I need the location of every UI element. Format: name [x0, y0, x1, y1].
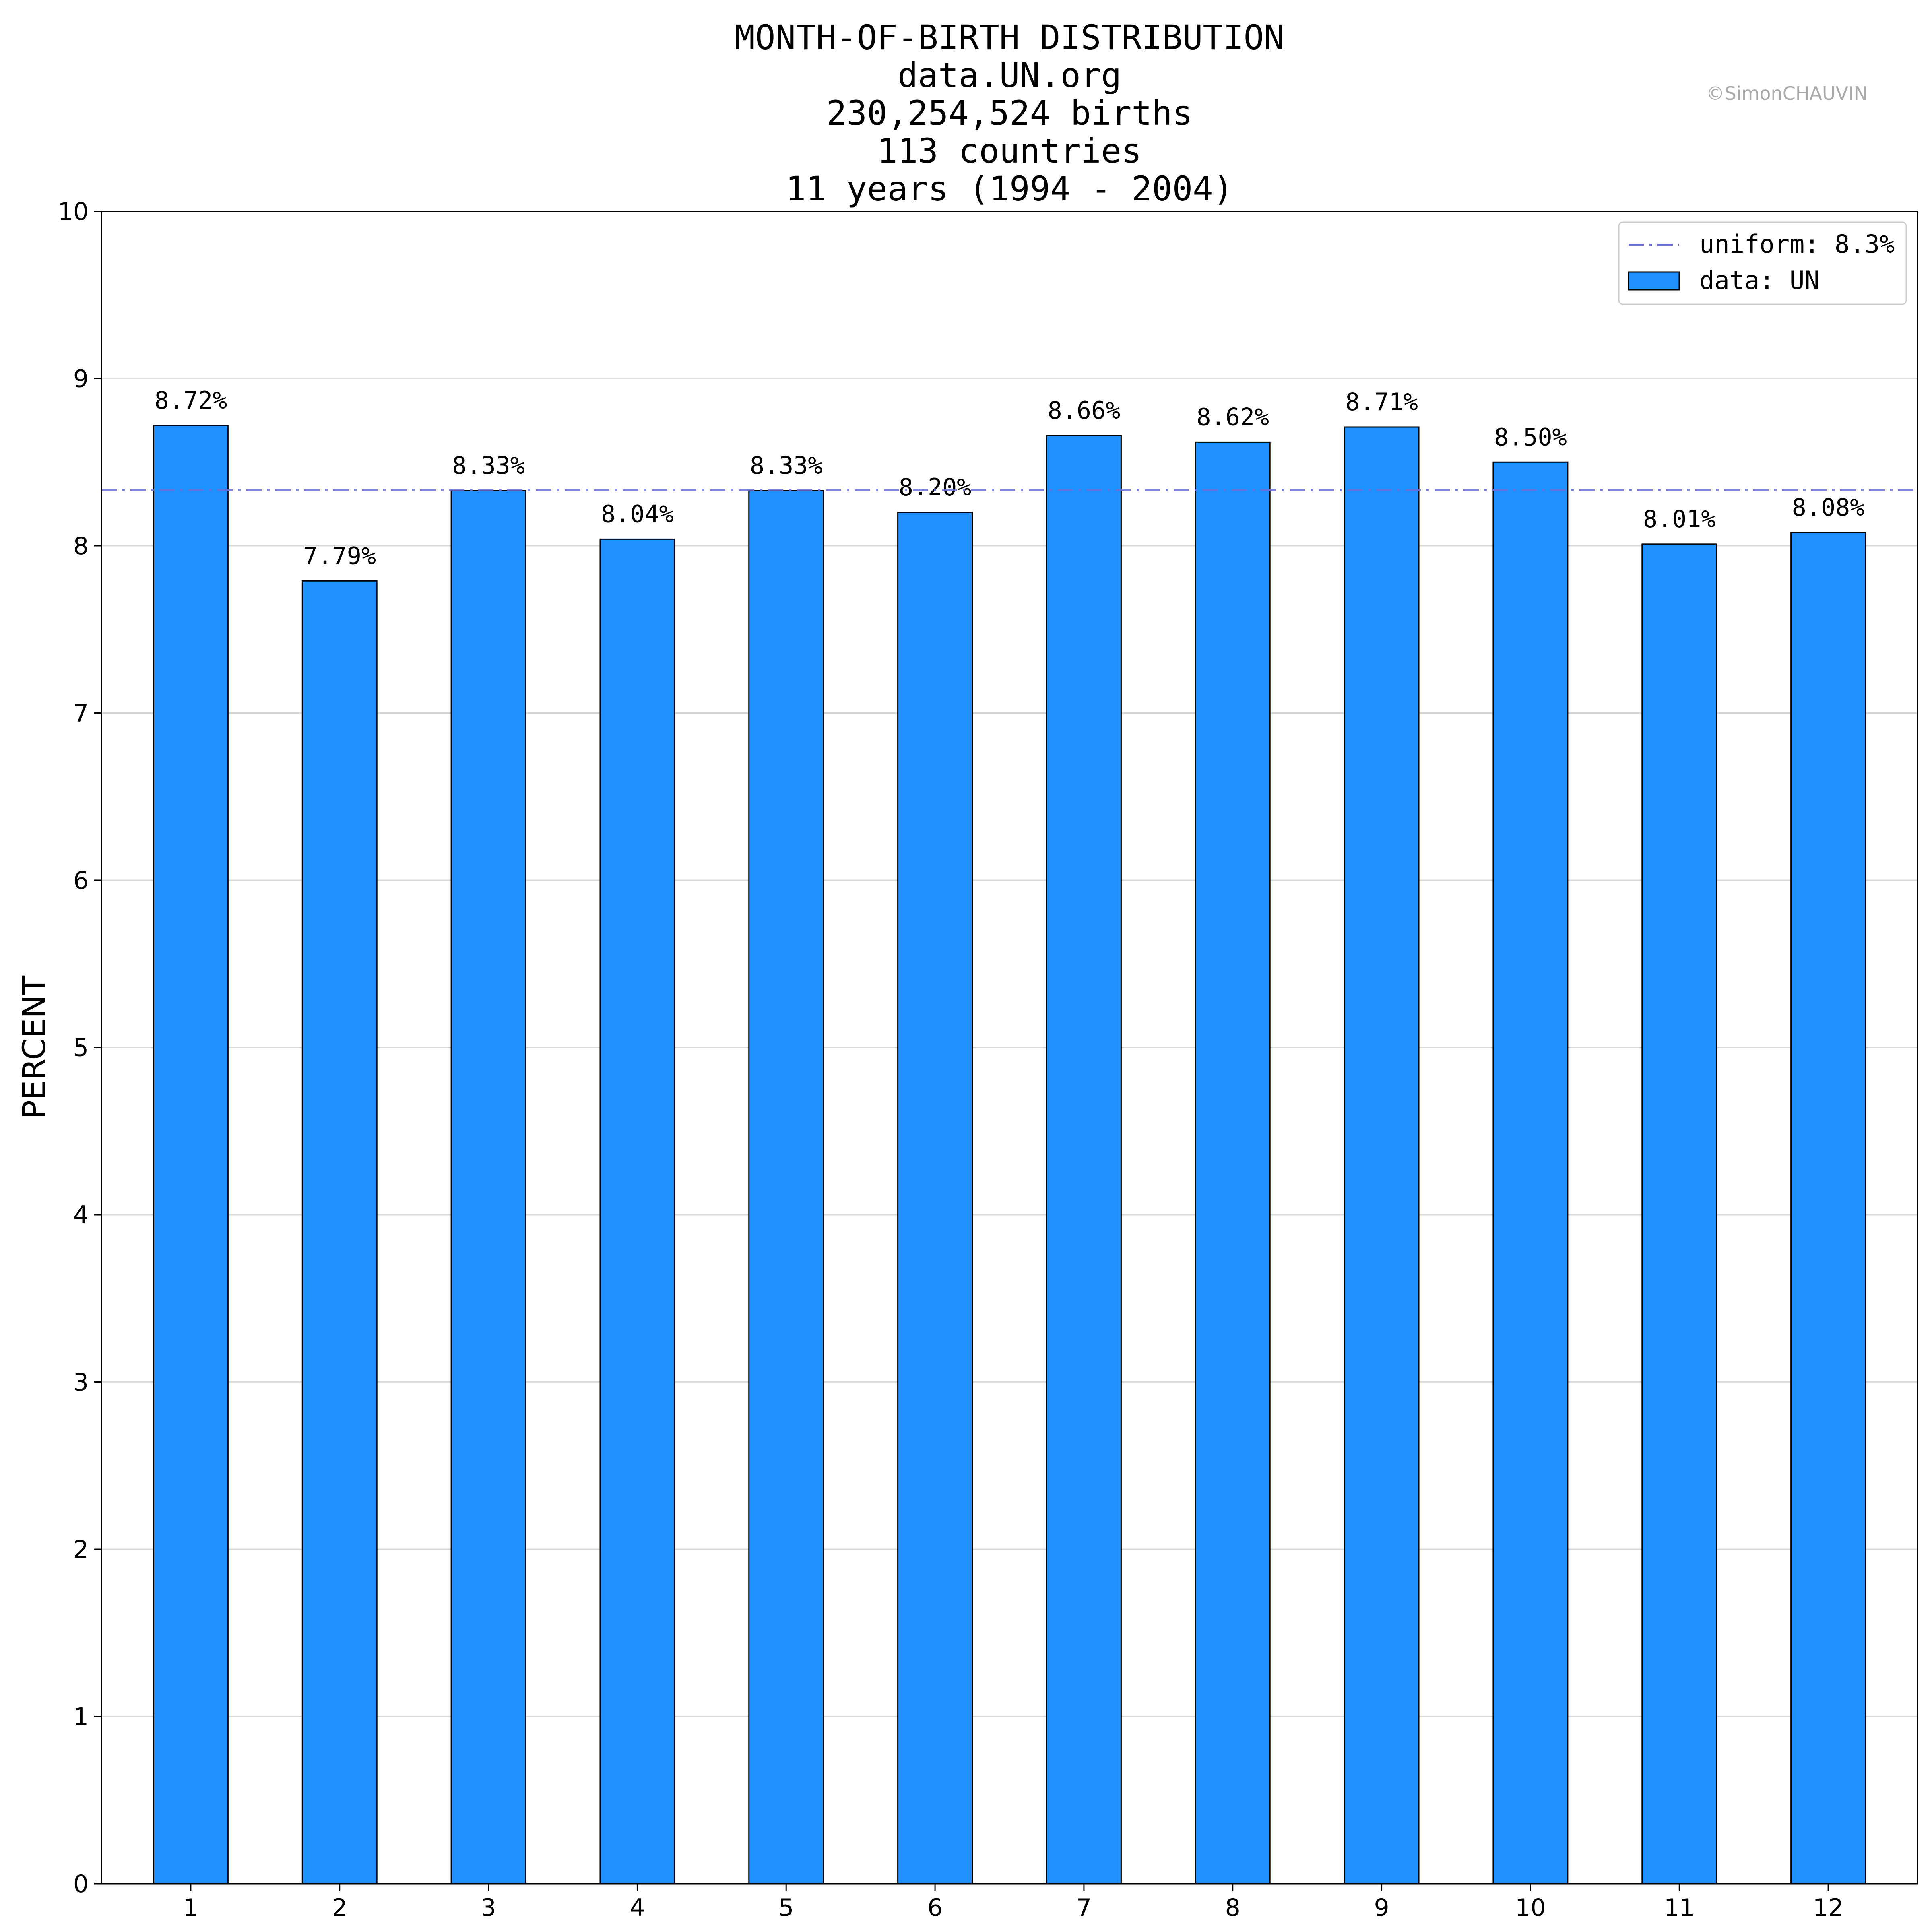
x-tick-label-2: 2: [332, 1894, 347, 1922]
legend-box: [1618, 221, 1907, 305]
bar-label-month-9: 8.71%: [1345, 388, 1418, 416]
y-tick-label-8: 8: [73, 532, 89, 560]
x-tick-label-12: 12: [1813, 1894, 1843, 1922]
gridlines: [101, 378, 1918, 1717]
legend-data-swatch: [1628, 271, 1680, 291]
y-tick-label-9: 9: [73, 365, 89, 393]
x-tick-label-4: 4: [630, 1894, 645, 1922]
bar-month-1: [153, 425, 229, 1885]
y-tick-label-6: 6: [73, 867, 89, 895]
watermark-text: ©SimonCHAUVIN: [1706, 83, 1868, 104]
bar-month-4: [599, 538, 675, 1885]
x-tick-label-11: 11: [1664, 1894, 1695, 1922]
bar-label-month-2: 7.79%: [303, 542, 376, 570]
title-line-5: 11 years (1994 - 2004): [786, 169, 1234, 208]
bars: [153, 425, 1866, 1885]
bar-month-8: [1195, 441, 1271, 1885]
y-tick-label-2: 2: [73, 1536, 89, 1564]
bar-label-month-3: 8.33%: [452, 452, 525, 480]
y-axis-label: PERCENT: [17, 975, 53, 1119]
title-line-4: 113 countries: [877, 131, 1141, 171]
bar-month-12: [1790, 532, 1866, 1885]
bar-label-month-8: 8.62%: [1196, 403, 1269, 431]
bar-month-3: [450, 490, 526, 1885]
x-axis: 1 2 3 4 5 6 7 8 9 10 11 12: [183, 1884, 1843, 1922]
x-tick-label-3: 3: [481, 1894, 496, 1922]
x-tick-label-1: 1: [183, 1894, 198, 1922]
bar-month-10: [1492, 461, 1569, 1885]
bar-label-month-7: 8.66%: [1048, 396, 1121, 425]
y-tick-label-4: 4: [73, 1201, 89, 1229]
bar-month-11: [1641, 543, 1717, 1885]
bar-label-month-11: 8.01%: [1643, 505, 1716, 533]
bar-month-9: [1344, 426, 1420, 1885]
x-tick-label-5: 5: [778, 1894, 794, 1922]
bar-label-month-1: 8.72%: [155, 386, 227, 415]
x-tick-label-9: 9: [1374, 1894, 1389, 1922]
bar-label-month-4: 8.04%: [601, 500, 674, 528]
bar-month-5: [748, 490, 824, 1885]
title-line-2: data.UN.org: [898, 56, 1121, 95]
title-line-1: MONTH-OF-BIRTH DISTRIBUTION: [735, 18, 1284, 57]
bar-label-month-5: 8.33%: [750, 452, 823, 480]
x-tick-label-8: 8: [1225, 1894, 1241, 1922]
x-tick-label-6: 6: [927, 1894, 943, 1922]
legend-data-label: data: UN: [1699, 266, 1820, 295]
y-axis: 0 1 2 3 4 5 6 7 8 9 10: [58, 198, 101, 1898]
bar-month-2: [301, 580, 378, 1885]
y-tick-label-10: 10: [58, 198, 89, 226]
bar-month-7: [1046, 435, 1122, 1885]
bar-data-labels: 8.72% 7.79% 8.33% 8.04% 8.33% 8.20% 8.66% 8.62%…: [155, 386, 1865, 570]
bar-label-month-12: 8.08%: [1792, 493, 1865, 522]
y-tick-label-1: 1: [73, 1703, 89, 1731]
y-tick-label-7: 7: [73, 700, 89, 728]
bar-month-6: [897, 512, 973, 1885]
bar-label-month-6: 8.20%: [899, 473, 972, 502]
y-tick-label-5: 5: [73, 1034, 89, 1062]
x-tick-label-7: 7: [1076, 1894, 1092, 1922]
y-tick-label-0: 0: [73, 1870, 89, 1898]
title-line-3: 230,254,524 births: [826, 93, 1193, 133]
y-tick-label-3: 3: [73, 1368, 89, 1397]
legend: uniform: 8.3% data: UN: [1618, 221, 1907, 305]
chart-title: MONTH-OF-BIRTH DISTRIBUTIONdata.UN.org23…: [735, 18, 1284, 208]
legend-uniform-label: uniform: 8.3%: [1699, 229, 1895, 259]
x-tick-label-10: 10: [1515, 1894, 1546, 1922]
bar-label-month-10: 8.50%: [1494, 423, 1567, 451]
